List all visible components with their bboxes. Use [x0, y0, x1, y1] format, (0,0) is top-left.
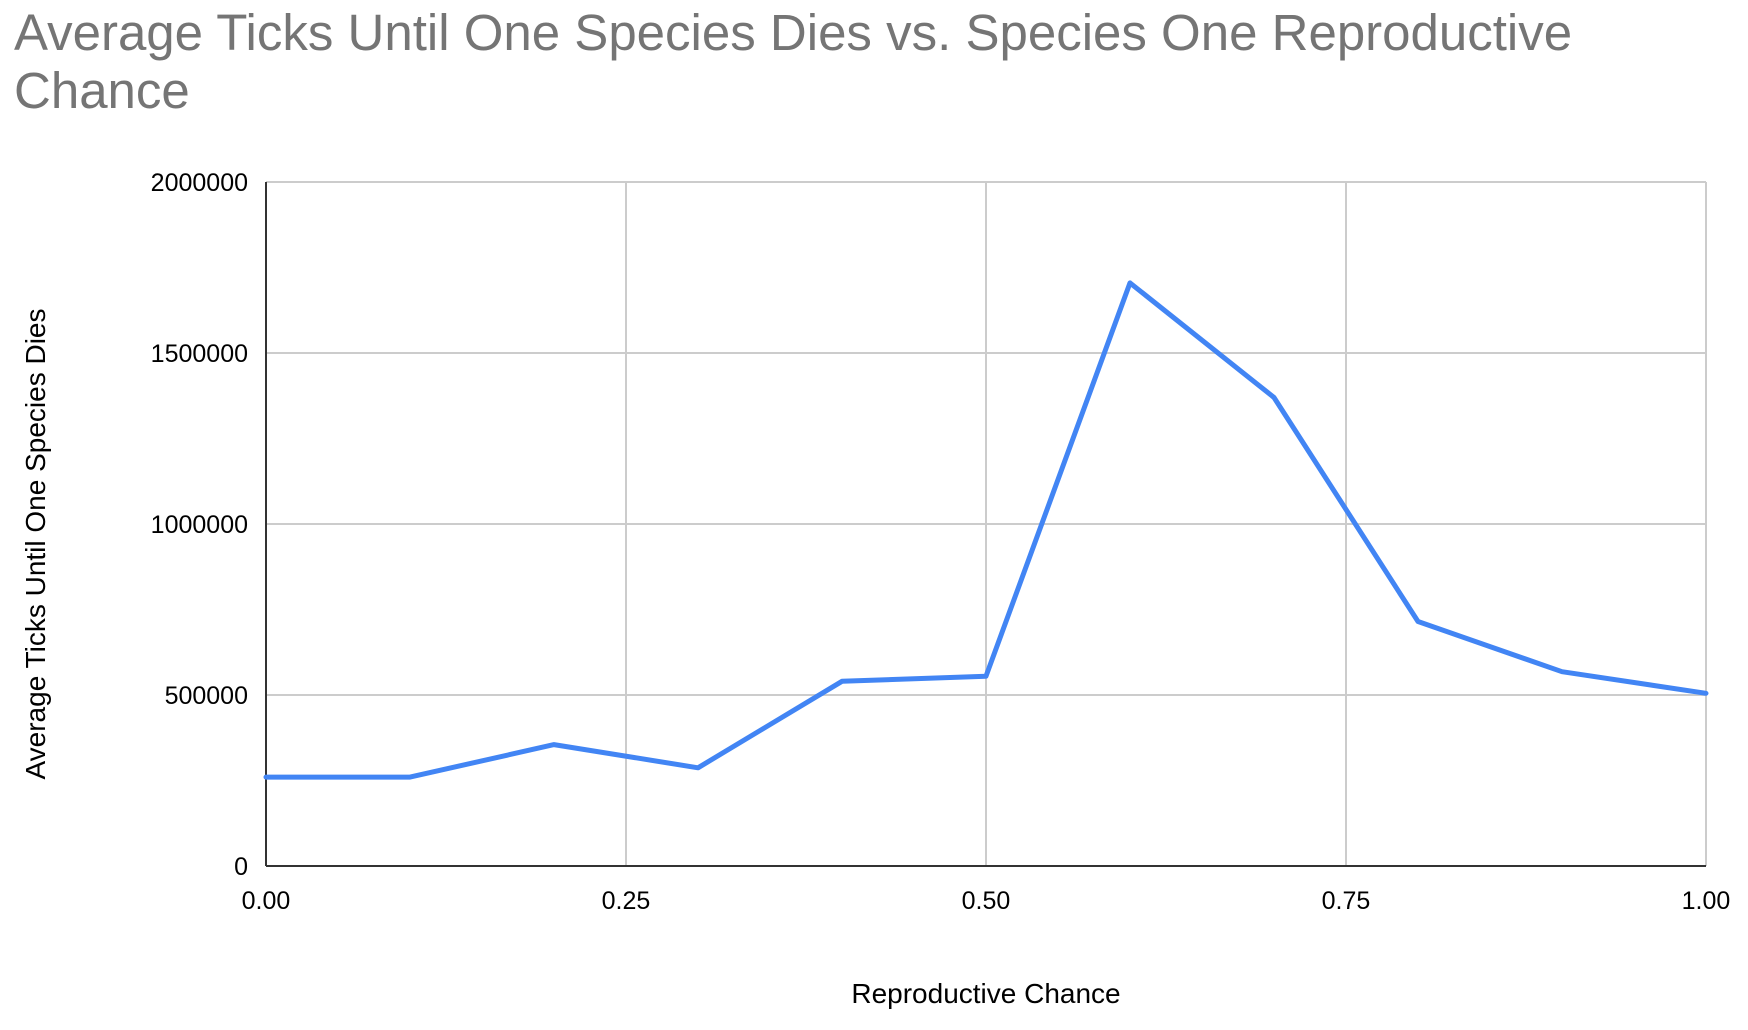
- x-tick-labels: 0.00 0.25 0.50 0.75 1.00: [242, 887, 1731, 915]
- x-tick-label: 0.50: [962, 887, 1011, 915]
- y-tick-label: 2000000: [151, 169, 248, 197]
- y-tick-label: 1000000: [151, 511, 248, 539]
- x-tick-label: 0.75: [1322, 887, 1371, 915]
- y-tick-label: 500000: [165, 682, 248, 710]
- grid-lines: [266, 181, 1707, 866]
- axes: [265, 182, 1706, 867]
- x-tick-label: 1.00: [1682, 887, 1731, 915]
- y-tick-label: 0: [234, 853, 248, 881]
- y-tick-labels: 0 500000 1000000 1500000 2000000: [151, 169, 248, 881]
- chart-title: Average Ticks Until One Species Dies vs.…: [14, 4, 1573, 119]
- series-line: [263, 280, 1709, 780]
- y-tick-label: 1500000: [151, 340, 248, 368]
- series-group: [263, 280, 1709, 780]
- y-axis-label: Average Ticks Until One Species Dies: [20, 308, 51, 779]
- x-tick-label: 0.00: [242, 887, 291, 915]
- x-axis-label: Reproductive Chance: [851, 978, 1120, 1009]
- x-tick-label: 0.25: [602, 887, 651, 915]
